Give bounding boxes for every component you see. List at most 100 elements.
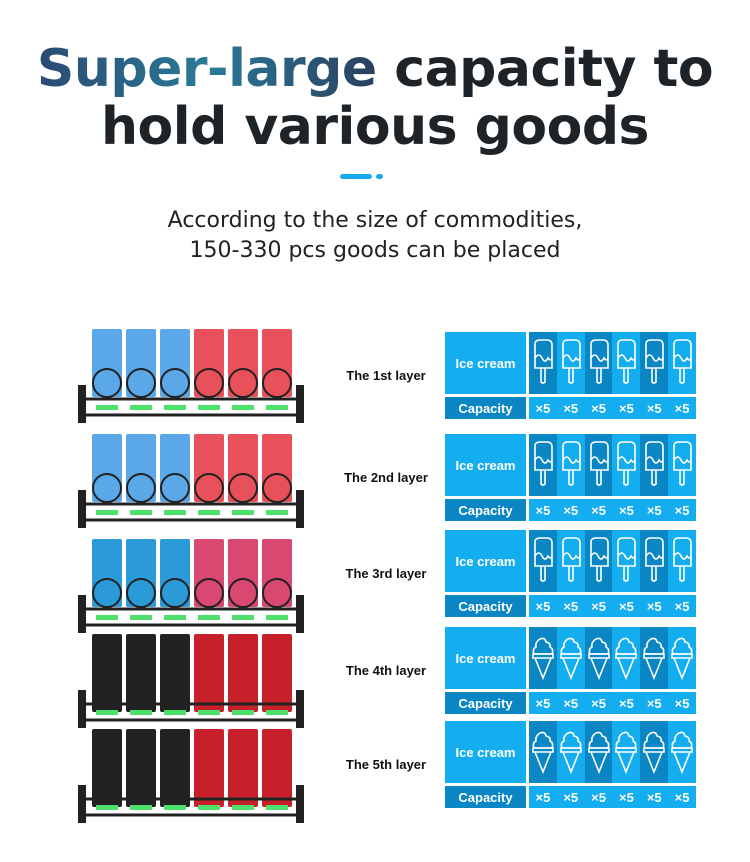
capacity-value: ×5 bbox=[674, 400, 690, 416]
capacity-value: ×5 bbox=[563, 400, 579, 416]
price-tag bbox=[198, 805, 220, 810]
price-tag bbox=[164, 510, 186, 515]
spiral-coil bbox=[160, 473, 190, 503]
price-tag bbox=[198, 710, 220, 715]
popsicle-icon bbox=[668, 434, 696, 496]
spiral-coil bbox=[262, 368, 292, 398]
popsicle-icon bbox=[640, 530, 669, 592]
product-package bbox=[92, 729, 122, 807]
price-tag bbox=[232, 805, 254, 810]
capacity-value: ×5 bbox=[535, 598, 551, 614]
product-package bbox=[160, 634, 190, 712]
popsicle-icon bbox=[612, 332, 641, 394]
popsicle-icon bbox=[529, 530, 557, 592]
price-tag bbox=[266, 710, 288, 715]
capacity-value: ×5 bbox=[535, 400, 551, 416]
product-package bbox=[228, 329, 258, 397]
price-tag bbox=[232, 710, 254, 715]
price-tag bbox=[164, 405, 186, 410]
capacity-value: ×5 bbox=[563, 502, 579, 518]
cone-icon bbox=[668, 627, 696, 689]
capacity-value: ×5 bbox=[646, 502, 662, 518]
spiral-coil bbox=[92, 473, 122, 503]
shelf-rail-left bbox=[78, 690, 86, 728]
product-package bbox=[160, 329, 190, 397]
capacity-value: ×5 bbox=[535, 695, 551, 711]
spiral-coil bbox=[194, 473, 224, 503]
spiral-coil bbox=[160, 578, 190, 608]
price-tag bbox=[198, 405, 220, 410]
price-tag bbox=[130, 510, 152, 515]
product-package bbox=[126, 539, 156, 607]
capacity-label: Capacity bbox=[445, 595, 526, 617]
product-package bbox=[194, 539, 224, 607]
spiral-coil bbox=[262, 473, 292, 503]
shelf-rail-right bbox=[296, 595, 304, 633]
capacity-label: Capacity bbox=[445, 786, 526, 808]
price-tag bbox=[266, 615, 288, 620]
capacity-value: ×5 bbox=[591, 598, 606, 614]
product-package bbox=[228, 634, 258, 712]
accent-dot bbox=[376, 174, 383, 179]
popsicle-icon bbox=[668, 530, 696, 592]
price-tag bbox=[130, 615, 152, 620]
product-package bbox=[126, 729, 156, 807]
price-tag bbox=[232, 510, 254, 515]
price-tag bbox=[266, 805, 288, 810]
price-tag bbox=[198, 615, 220, 620]
product-package bbox=[262, 539, 292, 607]
layer-table: Ice cream Capacity ×5 ×5 ×5 ×5 ×5 ×5 bbox=[445, 434, 696, 521]
capacity-value: ×5 bbox=[674, 789, 690, 805]
cone-icon bbox=[556, 627, 585, 689]
capacity-value: ×5 bbox=[618, 400, 634, 416]
popsicle-icon bbox=[668, 332, 696, 394]
capacity-value: ×5 bbox=[646, 695, 662, 711]
vending-shelf-image bbox=[78, 329, 304, 823]
layer-label: The 3rd layer bbox=[345, 566, 427, 581]
spiral-coil bbox=[126, 368, 156, 398]
price-tag bbox=[164, 805, 186, 810]
price-tag bbox=[266, 405, 288, 410]
cone-icon bbox=[640, 721, 669, 783]
spiral-coil bbox=[228, 578, 258, 608]
price-tag bbox=[232, 615, 254, 620]
capacity-value: ×5 bbox=[563, 789, 579, 805]
title-accent: Super-large bbox=[36, 39, 377, 99]
page-title-line-2: hold various goods bbox=[101, 97, 650, 157]
product-package bbox=[160, 729, 190, 807]
cone-icon bbox=[584, 627, 613, 689]
spiral-coil bbox=[194, 368, 224, 398]
capacity-label: Capacity bbox=[445, 397, 526, 419]
capacity-value: ×5 bbox=[591, 695, 606, 711]
product-package bbox=[262, 729, 292, 807]
page-title-line-1: Super-large capacity to bbox=[0, 40, 750, 98]
product-package bbox=[160, 434, 190, 502]
capacity-value: ×5 bbox=[618, 502, 634, 518]
capacity-value: ×5 bbox=[563, 598, 579, 614]
product-label: Ice cream bbox=[445, 434, 526, 496]
product-package bbox=[126, 434, 156, 502]
product-package bbox=[126, 329, 156, 397]
capacity-value: ×5 bbox=[591, 502, 606, 518]
capacity-value: ×5 bbox=[591, 789, 606, 805]
product-package bbox=[262, 434, 292, 502]
spiral-coil bbox=[126, 578, 156, 608]
price-tag bbox=[232, 405, 254, 410]
capacity-value: ×5 bbox=[618, 789, 634, 805]
product-package bbox=[194, 329, 224, 397]
price-tag bbox=[96, 710, 118, 715]
popsicle-icon bbox=[556, 530, 585, 592]
product-package bbox=[92, 329, 122, 397]
price-tag bbox=[130, 710, 152, 715]
spiral-coil bbox=[92, 578, 122, 608]
capacity-label: Capacity bbox=[445, 499, 526, 521]
popsicle-icon bbox=[612, 530, 641, 592]
popsicle-icon bbox=[556, 434, 585, 496]
spiral-coil bbox=[194, 578, 224, 608]
price-tag bbox=[266, 510, 288, 515]
spiral-coil bbox=[160, 368, 190, 398]
layer-label: The 5th layer bbox=[345, 757, 427, 772]
shelf-rail-left bbox=[78, 385, 86, 423]
product-package bbox=[228, 539, 258, 607]
shelf-rail-right bbox=[296, 490, 304, 528]
